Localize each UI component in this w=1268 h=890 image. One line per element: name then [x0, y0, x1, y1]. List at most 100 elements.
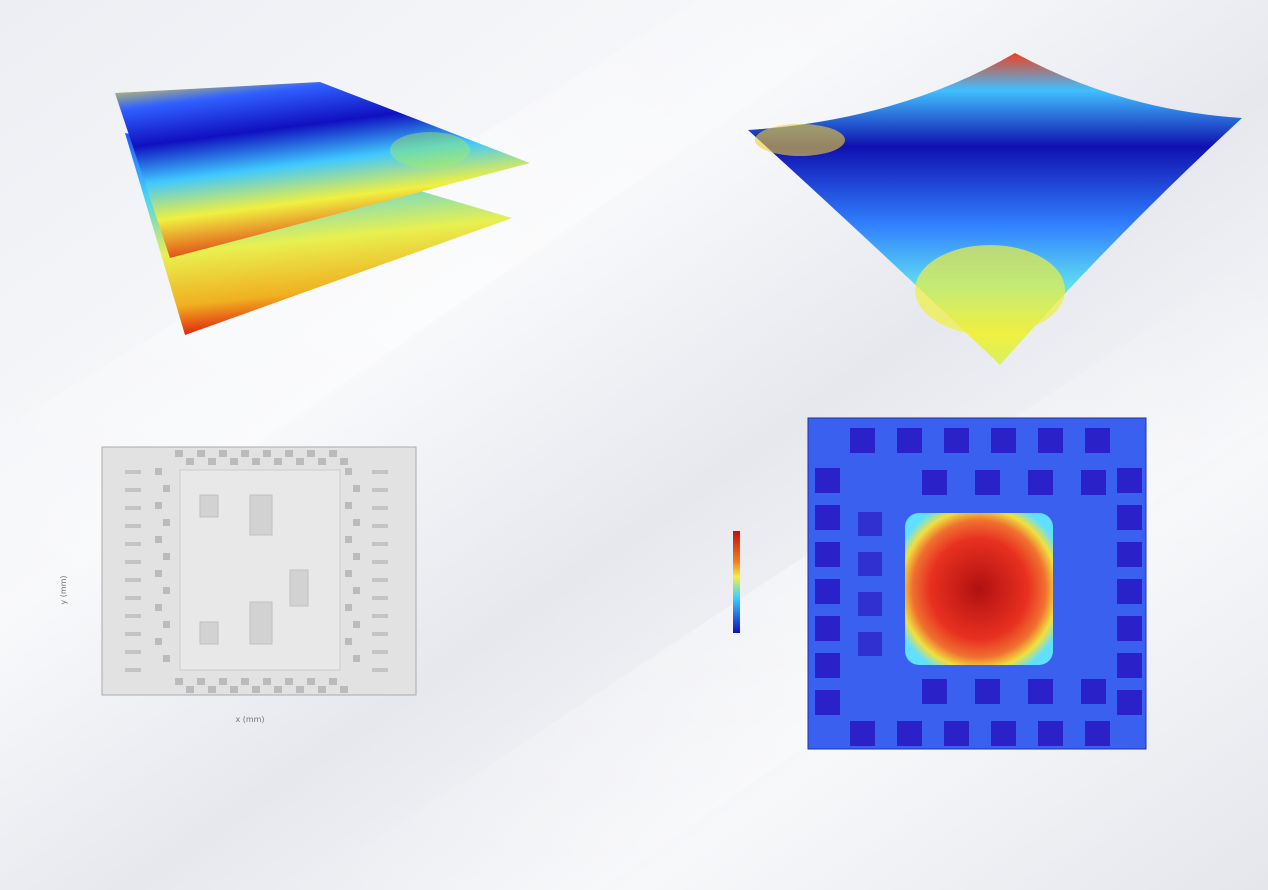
pad [815, 653, 840, 678]
y-axis-label: y (mm) [59, 575, 68, 604]
block [249, 601, 273, 645]
pad [163, 519, 170, 526]
heatmap-pads [815, 428, 1142, 746]
pad [991, 721, 1016, 746]
pad [252, 686, 260, 693]
pad [1117, 653, 1142, 678]
pad [340, 686, 348, 693]
pad [850, 721, 875, 746]
x-axis-label: x (mm) [235, 715, 264, 724]
trace [125, 560, 141, 564]
pad [353, 485, 360, 492]
pad [219, 678, 227, 685]
surface-blob [390, 132, 470, 168]
pad [1028, 679, 1053, 704]
pad [230, 458, 238, 465]
pad [163, 587, 170, 594]
pad [155, 604, 162, 611]
trace [125, 668, 141, 672]
pad [186, 686, 194, 693]
pad [340, 458, 348, 465]
pad [1117, 542, 1142, 567]
trace [372, 542, 388, 546]
pad [285, 450, 293, 457]
trace [372, 614, 388, 618]
pad [353, 655, 360, 662]
pad [329, 678, 337, 685]
pad [345, 536, 352, 543]
pad [897, 721, 922, 746]
trace [125, 542, 141, 546]
pad [1085, 721, 1110, 746]
pad [197, 678, 205, 685]
pad [1081, 679, 1106, 704]
surface-warped [748, 53, 1242, 365]
pad [274, 458, 282, 465]
block [289, 569, 309, 607]
heatmap-core [905, 513, 1053, 665]
pad [219, 450, 227, 457]
layout-pads [125, 450, 388, 693]
pad [353, 553, 360, 560]
trace [125, 524, 141, 528]
pad [163, 553, 170, 560]
pad [922, 470, 947, 495]
pad [897, 428, 922, 453]
pad [318, 686, 326, 693]
pad [175, 450, 183, 457]
pad [263, 678, 271, 685]
trace [125, 470, 141, 474]
pad [296, 686, 304, 693]
pad [1085, 428, 1110, 453]
pad [296, 458, 304, 465]
pad [285, 678, 293, 685]
surface-blob [755, 124, 845, 156]
trace [372, 560, 388, 564]
pad [163, 655, 170, 662]
pad [230, 686, 238, 693]
pad [944, 428, 969, 453]
pad [944, 721, 969, 746]
pad [1028, 470, 1053, 495]
pad [975, 470, 1000, 495]
pad [353, 621, 360, 628]
pad [345, 468, 352, 475]
pad [1117, 616, 1142, 641]
pad [175, 678, 183, 685]
trace [372, 578, 388, 582]
pad [858, 512, 882, 536]
pad [274, 686, 282, 693]
pad [815, 542, 840, 567]
trace [372, 470, 388, 474]
pad [163, 485, 170, 492]
pad [155, 536, 162, 543]
trace [372, 488, 388, 492]
trace [125, 488, 141, 492]
pad [155, 570, 162, 577]
pad [208, 458, 216, 465]
block [199, 621, 219, 645]
pad [155, 638, 162, 645]
pad [858, 552, 882, 576]
trace [372, 632, 388, 636]
pad [241, 678, 249, 685]
colorbar [733, 531, 740, 633]
pad [1038, 721, 1063, 746]
pad [815, 690, 840, 715]
pad [858, 632, 882, 656]
pad [975, 679, 1000, 704]
pad [353, 519, 360, 526]
pad [329, 450, 337, 457]
pad [815, 616, 840, 641]
pad [1117, 579, 1142, 604]
trace [372, 524, 388, 528]
trace [372, 506, 388, 510]
pad [345, 502, 352, 509]
trace [372, 650, 388, 654]
trace [372, 668, 388, 672]
pad [155, 502, 162, 509]
pad [1117, 468, 1142, 493]
pad [197, 450, 205, 457]
pad [307, 678, 315, 685]
